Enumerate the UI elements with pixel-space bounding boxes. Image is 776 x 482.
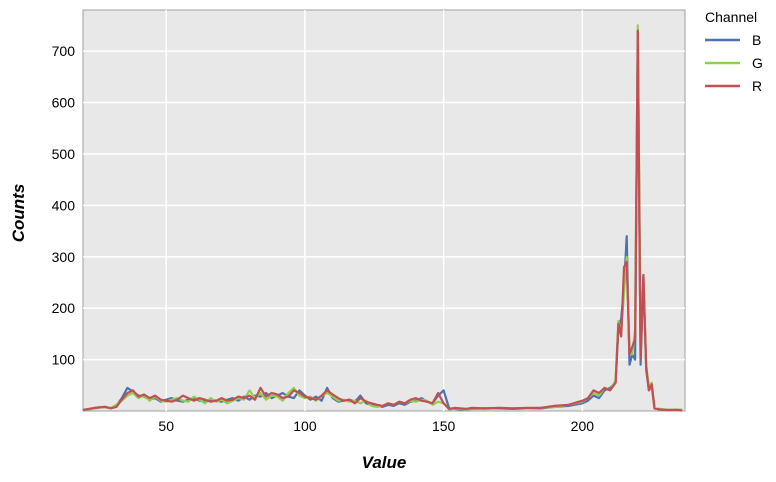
x-tick-label: 150 — [432, 418, 456, 434]
y-axis-title: Counts — [9, 184, 28, 243]
legend: Channel BGR — [705, 9, 763, 94]
y-tick-labels: 100 200 300 400 500 600 700 — [52, 43, 76, 367]
y-tick-label: 400 — [52, 197, 76, 213]
y-tick-label: 600 — [52, 95, 76, 111]
legend-label-r: R — [752, 78, 762, 94]
series-lines — [82, 24, 683, 412]
x-axis-title: Value — [362, 453, 407, 472]
legend-label-b: B — [752, 32, 761, 48]
series-line-r — [82, 29, 683, 412]
y-tick-label: 200 — [52, 300, 76, 316]
plot-background — [82, 9, 686, 412]
y-tick-label: 100 — [52, 352, 76, 368]
x-tick-label: 50 — [158, 418, 174, 434]
y-tick-label: 300 — [52, 249, 76, 265]
gridlines — [83, 10, 685, 411]
x-tick-label: 100 — [293, 418, 317, 434]
legend-title: Channel — [705, 9, 757, 25]
y-tick-label: 500 — [52, 146, 76, 162]
x-tick-label: 200 — [571, 418, 595, 434]
y-tick-label: 700 — [52, 43, 76, 59]
legend-label-g: G — [752, 55, 763, 71]
x-tick-labels: 50 100 150 200 — [158, 418, 594, 434]
